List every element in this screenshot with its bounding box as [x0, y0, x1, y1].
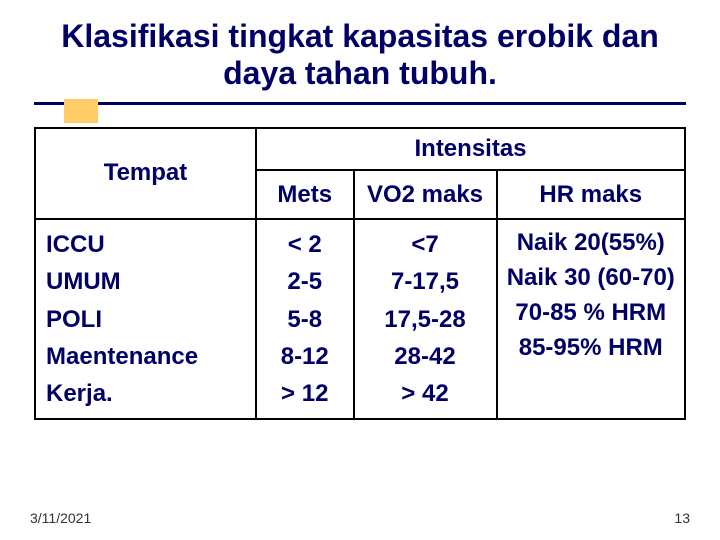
header-hr: HR maks [497, 170, 686, 220]
classification-table: Tempat Intensitas Mets VO2 maks HR maks … [34, 127, 686, 421]
hr-cell: Naik 20(55%)Naik 30 (60-70)70-85 % HRM85… [497, 219, 686, 419]
table-header-row: Tempat Intensitas [35, 128, 685, 170]
header-tempat: Tempat [35, 128, 256, 220]
vo2-cell: <77-17,517,5-2828-42> 42 [354, 219, 497, 419]
accent-bar [64, 99, 98, 123]
slide-title: Klasifikasi tingkat kapasitas erobik dan… [0, 0, 720, 98]
mets-cell: < 22-55-88-12> 12 [256, 219, 354, 419]
header-vo2: VO2 maks [354, 170, 497, 220]
tempat-cell: ICCUUMUMPOLIMaentenanceKerja. [35, 219, 256, 419]
header-intensitas: Intensitas [256, 128, 685, 170]
footer-date: 3/11/2021 [30, 510, 91, 526]
header-mets: Mets [256, 170, 354, 220]
title-underline [34, 102, 686, 105]
footer-page: 13 [674, 510, 690, 526]
footer: 3/11/2021 13 [0, 510, 720, 526]
table-data-row: ICCUUMUMPOLIMaentenanceKerja. < 22-55-88… [35, 219, 685, 419]
